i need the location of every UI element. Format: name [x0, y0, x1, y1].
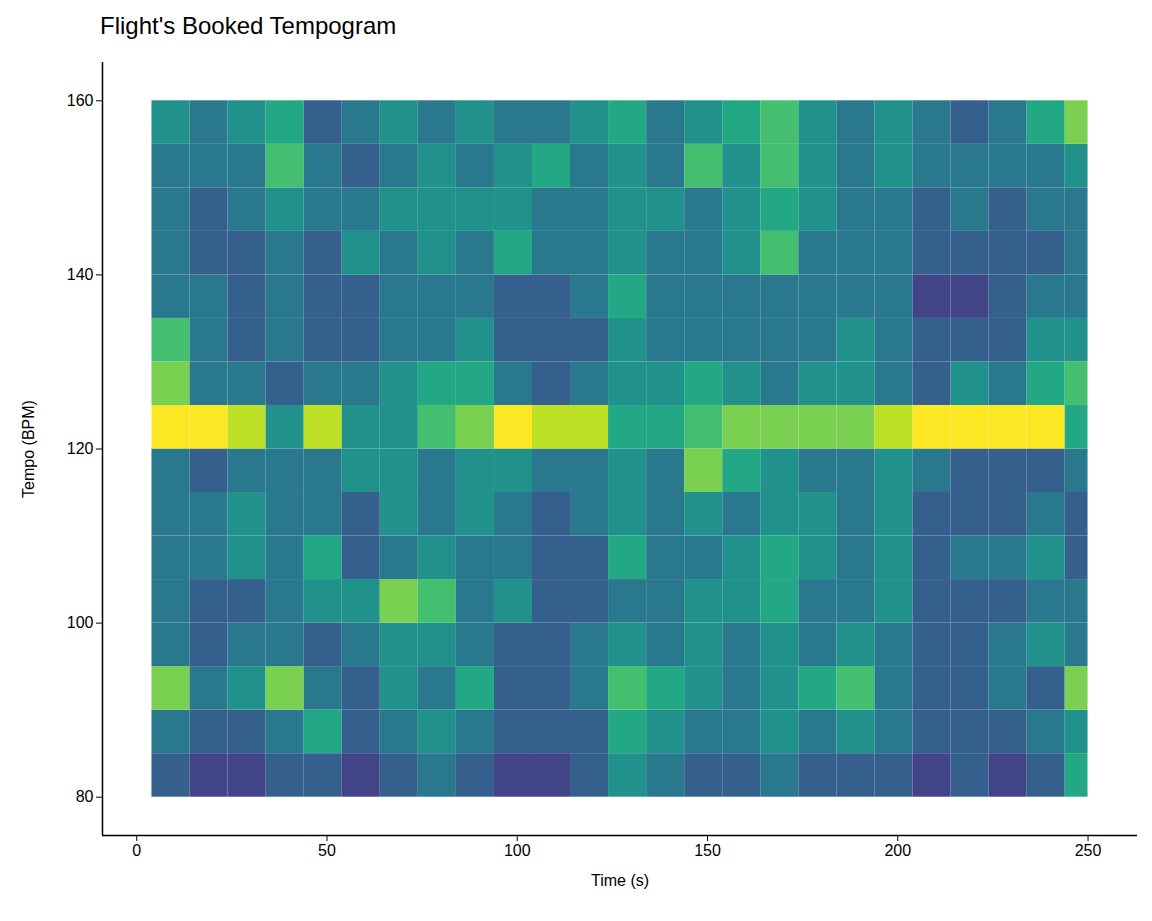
svg-text:100: 100	[504, 842, 531, 859]
svg-text:100: 100	[67, 614, 94, 631]
svg-text:Tempo (BPM): Tempo (BPM)	[20, 400, 37, 498]
svg-text:250: 250	[1075, 842, 1102, 859]
svg-text:120: 120	[67, 440, 94, 457]
svg-text:50: 50	[318, 842, 336, 859]
svg-text:160: 160	[67, 92, 94, 109]
svg-text:Time (s): Time (s)	[591, 872, 649, 889]
svg-text:150: 150	[694, 842, 721, 859]
svg-text:0: 0	[132, 842, 141, 859]
svg-text:200: 200	[884, 842, 911, 859]
svg-text:140: 140	[67, 266, 94, 283]
html-text:Flight's Booked Tempogram: Flight's Booked Tempogram	[100, 12, 397, 39]
svg-text:80: 80	[76, 788, 94, 805]
